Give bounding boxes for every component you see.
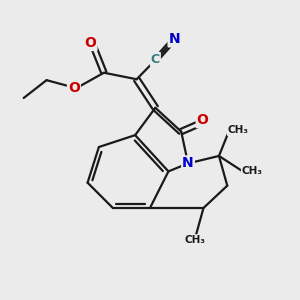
Text: N: N [182, 156, 194, 170]
Text: N: N [169, 32, 180, 46]
Text: C: C [151, 53, 160, 66]
Text: CH₃: CH₃ [242, 167, 263, 176]
Text: O: O [68, 81, 80, 94]
Text: O: O [197, 113, 208, 127]
Text: O: O [85, 36, 97, 50]
Text: CH₃: CH₃ [184, 235, 205, 245]
Text: CH₃: CH₃ [228, 125, 249, 135]
